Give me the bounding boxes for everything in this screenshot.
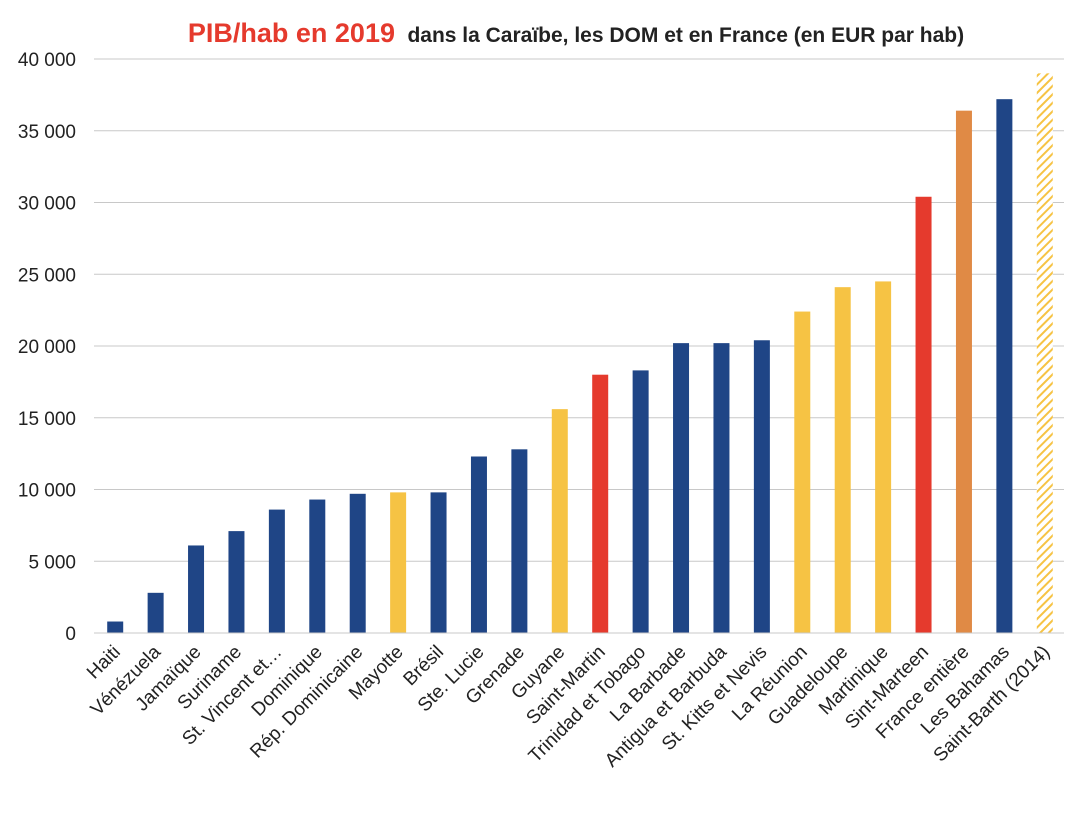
y-axis-ticks: 0 5 000 10 000 15 000 20 000 25 000 30 000 35 0… [18,50,76,645]
bars [107,73,1053,634]
y-tick-label: 25 000 [18,265,76,286]
chart-title-rest: dans la Caraïbe, les DOM et en France (e… [407,24,964,47]
bar [996,99,1013,634]
bar [915,196,932,633]
chart-title: PIB/hab en 2019 dans la Caraïbe, les DOM… [188,18,964,48]
bar [592,374,609,633]
bar [430,492,447,633]
chart-title-highlight: PIB/hab en 2019 [188,18,395,48]
grid-lines [94,58,1064,562]
bar [794,311,811,633]
bar [753,340,770,633]
bar [188,545,205,633]
y-tick-label: 0 [65,624,76,645]
bar [147,592,164,633]
bar [955,110,972,633]
y-tick-label: 30 000 [18,194,76,215]
bar [1036,73,1053,634]
bar [673,343,690,633]
y-tick-label: 15 000 [18,409,76,430]
y-tick-label: 20 000 [18,337,76,358]
bar [713,343,730,633]
y-tick-label: 10 000 [18,481,76,502]
y-tick-label: 40 000 [18,50,76,71]
bar [107,621,124,633]
bar [511,449,528,633]
bar [551,409,568,633]
bar [834,287,851,633]
y-tick-label: 5 000 [28,552,76,573]
y-tick-label: 35 000 [18,122,76,143]
bar [309,499,326,633]
bar [390,492,407,633]
bar [470,456,487,633]
bar [875,281,892,633]
bar [349,493,366,633]
bar [268,509,285,633]
bar [228,531,245,633]
bar [632,370,649,633]
